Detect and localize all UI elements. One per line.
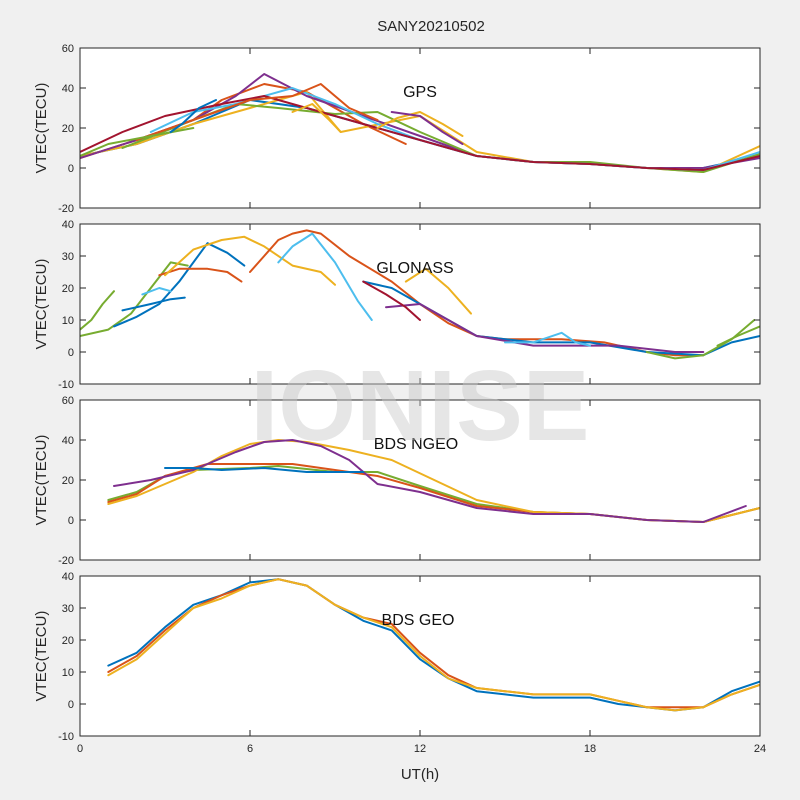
y-tick-label: 0 — [68, 163, 74, 175]
y-tick-label: 30 — [62, 603, 74, 615]
y-tick-label: 20 — [62, 635, 74, 647]
series-line — [158, 267, 243, 283]
series-line — [716, 325, 760, 347]
y-tick-label: -10 — [58, 731, 74, 743]
panel-annotation: BDS GEO — [382, 612, 455, 629]
series-group — [107, 439, 760, 523]
x-tick-label: 18 — [584, 743, 596, 755]
series-line — [80, 261, 189, 337]
y-tick-label: 20 — [62, 123, 74, 135]
y-tick-label: 10 — [62, 667, 74, 679]
y-tick-label: 0 — [68, 515, 74, 527]
series-line — [376, 111, 464, 137]
series-line — [107, 578, 760, 712]
series-line — [291, 103, 342, 133]
series-line — [277, 232, 373, 321]
y-tick-label: 0 — [68, 347, 74, 359]
series-line — [80, 95, 760, 171]
x-axis-label: UT(h) — [401, 766, 439, 783]
y-tick-label: 40 — [62, 219, 74, 231]
y-tick-label: 0 — [68, 699, 74, 711]
series-line — [141, 287, 172, 296]
series-group — [107, 578, 760, 712]
figure-title: SANY20210502 — [377, 18, 485, 35]
y-tick-label: 60 — [62, 395, 74, 407]
series-line — [504, 331, 591, 347]
y-tick-label: -10 — [58, 379, 74, 391]
x-tick-label: 6 — [247, 743, 253, 755]
series-line — [113, 242, 246, 328]
watermark: IONISE — [251, 350, 590, 462]
panel-1: -10 0 10 20 30 40 VTEC(TECU) GLONASS — [33, 219, 761, 391]
y-tick-label: 10 — [62, 315, 74, 327]
series-line — [385, 303, 705, 353]
series-line — [390, 111, 464, 145]
series-line — [645, 319, 756, 360]
y-tick-label: 20 — [62, 283, 74, 295]
panel-2: -20 0 20 40 60 VTEC(TECU) BDS NGEO — [33, 395, 761, 567]
series-line — [135, 83, 379, 141]
y-tick-label: 30 — [62, 251, 74, 263]
panel-annotation: GLONASS — [376, 260, 453, 277]
x-tick-label: 0 — [77, 743, 83, 755]
y-axis-label: VTEC(TECU) — [33, 611, 50, 702]
series-group — [80, 229, 760, 360]
y-tick-label: 40 — [62, 83, 74, 95]
y-tick-label: 20 — [62, 475, 74, 487]
series-line — [121, 296, 186, 312]
series-line — [164, 235, 336, 286]
series-group — [80, 73, 760, 173]
y-axis-label: VTEC(TECU) — [33, 83, 50, 174]
y-tick-label: -20 — [58, 203, 74, 215]
panel-axes — [79, 399, 761, 561]
series-line — [169, 99, 217, 133]
x-tick-label: 24 — [754, 743, 766, 755]
series-line — [404, 267, 472, 315]
panel-annotation: BDS NGEO — [374, 436, 458, 453]
series-line — [80, 290, 115, 331]
y-tick-label: 60 — [62, 43, 74, 55]
panel-0: -20 0 20 40 60 VTEC(TECU) GPS — [33, 43, 761, 215]
y-axis-label: VTEC(TECU) — [33, 259, 50, 350]
y-axis-label: VTEC(TECU) — [33, 435, 50, 526]
y-tick-label: 40 — [62, 571, 74, 583]
y-tick-label: 40 — [62, 435, 74, 447]
x-tick-label: 12 — [414, 743, 426, 755]
series-line — [164, 467, 365, 473]
panel-annotation: GPS — [403, 84, 437, 101]
series-line — [362, 280, 421, 321]
y-tick-label: -20 — [58, 555, 74, 567]
